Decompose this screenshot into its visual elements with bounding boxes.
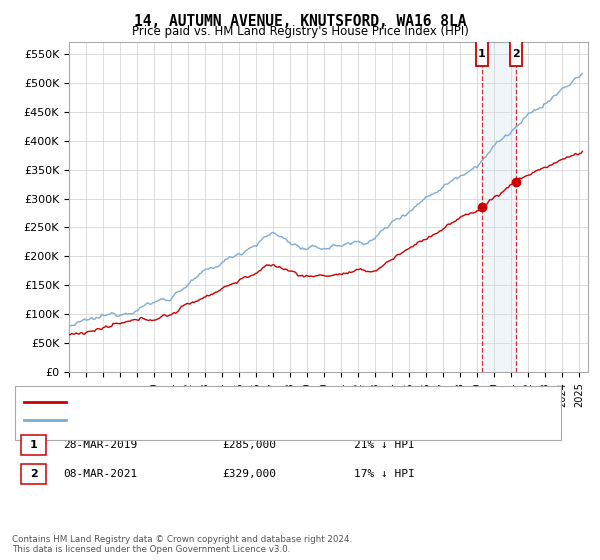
- Text: HPI: Average price, detached house, Cheshire East: HPI: Average price, detached house, Ches…: [72, 415, 337, 425]
- Bar: [510, 41, 521, 66]
- Text: 14, AUTUMN AVENUE, KNUTSFORD, WA16 8LA (detached house): 14, AUTUMN AVENUE, KNUTSFORD, WA16 8LA (…: [72, 396, 407, 407]
- Text: Contains HM Land Registry data © Crown copyright and database right 2024.
This d: Contains HM Land Registry data © Crown c…: [12, 535, 352, 554]
- Text: 2: 2: [30, 469, 37, 479]
- Text: Price paid vs. HM Land Registry's House Price Index (HPI): Price paid vs. HM Land Registry's House …: [131, 25, 469, 38]
- Text: 28-MAR-2019: 28-MAR-2019: [63, 440, 137, 450]
- Text: 2: 2: [512, 49, 520, 59]
- Text: £329,000: £329,000: [222, 469, 276, 479]
- Bar: [482, 42, 515, 372]
- Text: 1: 1: [478, 49, 485, 59]
- Text: £285,000: £285,000: [222, 440, 276, 450]
- Text: 08-MAR-2021: 08-MAR-2021: [63, 469, 137, 479]
- Bar: [476, 41, 488, 66]
- Text: 21% ↓ HPI: 21% ↓ HPI: [354, 440, 415, 450]
- Text: 14, AUTUMN AVENUE, KNUTSFORD, WA16 8LA: 14, AUTUMN AVENUE, KNUTSFORD, WA16 8LA: [134, 14, 466, 29]
- Text: 17% ↓ HPI: 17% ↓ HPI: [354, 469, 415, 479]
- Text: 1: 1: [30, 440, 37, 450]
